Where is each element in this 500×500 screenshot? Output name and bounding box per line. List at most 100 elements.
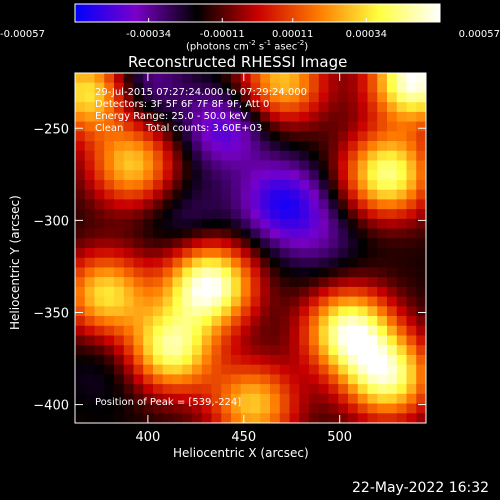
heatmap-cell [84,413,95,424]
heatmap-cell [387,384,398,395]
heatmap-cell [84,267,95,278]
heatmap-cell [240,296,251,307]
heatmap-cell [318,102,329,113]
heatmap-cell [318,413,329,424]
heatmap-cell [211,92,222,103]
heatmap-cell [114,413,125,424]
heatmap-cell [387,82,398,93]
heatmap-cell [289,364,300,375]
heatmap-cell [250,189,261,200]
heatmap-cell [406,345,417,356]
heatmap-cell [396,316,407,327]
heatmap-cell [387,111,398,123]
heatmap-cell [240,199,251,210]
heatmap-cell [299,296,310,307]
heatmap-cell [309,325,320,336]
heatmap-cell [279,248,290,259]
heatmap-cell [416,374,427,385]
heatmap-cell [299,277,310,288]
heatmap-cell [357,277,368,288]
heatmap-cell [211,277,222,288]
heatmap-cell [396,209,407,220]
heatmap-cell [348,102,359,113]
colorbar-tick-label: 0.00034 [346,29,387,40]
heatmap-cell [270,209,281,220]
heatmap-cell [231,179,242,191]
heatmap-cell [318,335,329,346]
heatmap-cell [416,316,427,327]
heatmap-cell [299,335,310,346]
heatmap-cell [94,286,105,298]
heatmap-cell [123,189,134,200]
heatmap-cell [250,111,261,123]
heatmap-cell [192,209,203,220]
heatmap-cell [406,257,417,268]
heatmap-cell [338,92,349,103]
heatmap-cell [182,209,193,220]
heatmap-cell [123,150,134,161]
heatmap-cell [201,277,212,288]
heatmap-cell [75,248,86,259]
heatmap-cell [211,179,222,191]
heatmap-cell [250,248,261,259]
heatmap-cell [289,121,300,132]
heatmap-cell [387,277,398,288]
heatmap-cell [309,403,320,414]
heatmap-cell [231,286,242,298]
detectors-annotation: Detectors: 3F 5F 6F 7F 8F 9F, Att 0 [95,99,270,110]
heatmap-cell [211,296,222,307]
heatmap-cell [162,179,173,191]
heatmap-cell [270,364,281,375]
heatmap-cell [240,248,251,259]
heatmap-cell [357,257,368,268]
heatmap-cell [143,248,154,259]
heatmap-cell [201,393,212,405]
heatmap-cell [143,199,154,210]
heatmap-cell [240,170,251,181]
heatmap-cell [318,160,329,171]
heatmap-cell [367,335,378,346]
heatmap-cell [240,228,251,239]
heatmap-cell [289,170,300,181]
heatmap-cell [416,384,427,395]
heatmap-cell [318,316,329,327]
heatmap-cell [396,228,407,239]
heatmap-cell [240,364,251,375]
heatmap-cell [250,345,261,356]
heatmap-cell [377,286,388,298]
heatmap-cell [348,73,359,84]
heatmap-cell [250,316,261,327]
heatmap-cell [348,238,359,249]
heatmap-cell [84,248,95,259]
heatmap-cell [201,267,212,278]
heatmap-cell [338,393,349,405]
heatmap-cell [114,121,125,132]
heatmap-cell [299,374,310,385]
heatmap-cell [192,403,203,414]
heatmap-cell [201,296,212,307]
heatmap-cell [328,374,339,385]
heatmap-cell [123,170,134,181]
heatmap-cell [338,238,349,249]
heatmap-cell [299,345,310,356]
heatmap-cell [387,170,398,181]
heatmap-cell [114,238,125,249]
heatmap-cell [406,296,417,307]
heatmap-cell [84,364,95,375]
heatmap-cell [104,345,115,356]
heatmap-cell [396,277,407,288]
heatmap-cell [279,228,290,239]
heatmap-cell [279,325,290,336]
heatmap-cell [84,179,95,191]
heatmap-cell [396,150,407,161]
heatmap-cell [162,170,173,181]
heatmap-cell [75,179,86,191]
heatmap-cell [221,121,232,132]
heatmap-cell [94,306,105,317]
heatmap-cell [299,267,310,278]
heatmap-cell [289,257,300,268]
heatmap-cell [416,160,427,171]
heatmap-cell [357,82,368,93]
heatmap-cell [328,92,339,103]
heatmap-cell [406,150,417,161]
